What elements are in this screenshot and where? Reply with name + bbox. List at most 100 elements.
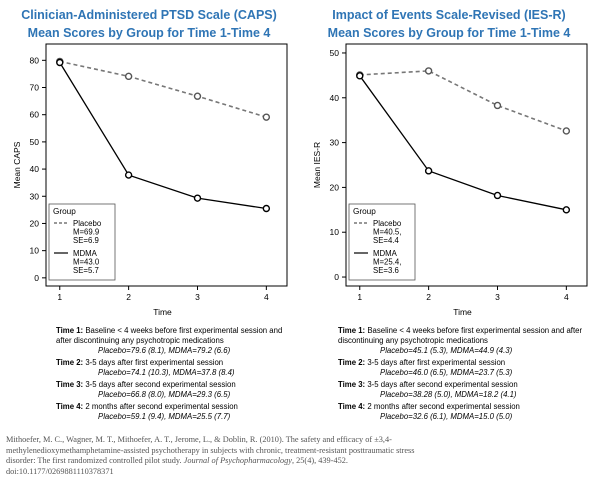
caps-x-axis-label: Time bbox=[153, 307, 172, 317]
caps-legend-box bbox=[48, 203, 116, 281]
iesr-legend-entry-mdma: SE=3.6 bbox=[373, 266, 399, 275]
iesr-notes: Time 1: Baseline < 4 weeks before first … bbox=[338, 326, 590, 424]
iesr-xtick-label: 3 bbox=[495, 292, 500, 302]
note-label: Time 4: bbox=[56, 402, 86, 411]
citation-rest: , 25(4), 439-452. doi:10.1177/0269881110… bbox=[6, 456, 348, 476]
note-description: 3-5 days after first experimental sessio… bbox=[85, 358, 224, 367]
caps-legend-entry-placebo: M=69.9 bbox=[73, 228, 99, 237]
caps-xtick-label: 3 bbox=[195, 292, 200, 302]
note-label: Time 1: bbox=[338, 326, 368, 335]
iesr-note-time2: Time 2: 3-5 days after first experimenta… bbox=[338, 358, 590, 378]
caps-mdma-point bbox=[262, 204, 271, 213]
iesr-chart: 0 10 20 30 40 50 1 2 3 4 Time Mean IES-R Group Placeb… bbox=[312, 43, 588, 317]
caps-notes: Time 1: Baseline < 4 weeks before first … bbox=[56, 326, 292, 424]
caps-ytick-label: 50 bbox=[30, 137, 40, 147]
caps-mdma-point bbox=[124, 171, 133, 179]
iesr-placebo-point bbox=[424, 67, 433, 75]
caps-ytick-label: 20 bbox=[30, 218, 40, 228]
iesr-title-line1: Impact of Events Scale-Revised (IES-R) bbox=[332, 8, 566, 22]
note-label: Time 2: bbox=[56, 358, 86, 367]
caps-xtick-label: 1 bbox=[57, 292, 62, 302]
caps-ytick-label: 0 bbox=[34, 273, 39, 283]
caps-chart: 0 10 20 30 40 50 60 70 80 1 2 3 4 Time Mean CAPS Group P… bbox=[12, 43, 288, 317]
iesr-mdma-point bbox=[493, 191, 502, 200]
iesr-ytick-label: 50 bbox=[330, 48, 340, 58]
caps-legend-title: Group bbox=[53, 207, 76, 216]
note-values: Placebo=45.1 (5.3), MDMA=44.9 (4.3) bbox=[380, 346, 513, 355]
caps-mdma-point bbox=[56, 58, 64, 67]
caps-legend-entry-placebo: SE=6.9 bbox=[73, 236, 99, 245]
iesr-panel: Impact of Events Scale-Revised (IES-R) M… bbox=[304, 0, 594, 421]
note-description: Baseline < 4 weeks before first experime… bbox=[338, 326, 583, 345]
note-values: Placebo=32.6 (6.1), MDMA=15.0 (5.0) bbox=[380, 412, 513, 421]
note-description: 3-5 days after first experimental sessio… bbox=[367, 358, 506, 367]
iesr-legend-box bbox=[348, 203, 416, 281]
note-values: Placebo=38.28 (5.0), MDMA=18.2 (4.1) bbox=[380, 390, 517, 399]
iesr-legend-entry-mdma: MDMA bbox=[373, 249, 398, 258]
note-description: 2 months after second experimental sessi… bbox=[85, 402, 238, 411]
caps-title-line2: Mean Scores by Group for Time 1-Time 4 bbox=[27, 26, 271, 40]
note-label: Time 4: bbox=[338, 402, 368, 411]
iesr-x-axis-label: Time bbox=[453, 307, 472, 317]
caps-legend-entry-mdma: SE=5.7 bbox=[73, 266, 99, 275]
caps-panel: Clinician-Administered PTSD Scale (CAPS)… bbox=[4, 0, 294, 421]
iesr-placebo-point bbox=[493, 101, 502, 110]
iesr-mdma-line bbox=[359, 75, 567, 211]
iesr-legend-entry-placebo: M=40.5, bbox=[373, 228, 401, 237]
iesr-title: Impact of Events Scale-Revised (IES-R) M… bbox=[304, 6, 594, 42]
caps-title: Clinician-Administered PTSD Scale (CAPS)… bbox=[4, 6, 294, 42]
caps-legend-entry-mdma: MDMA bbox=[73, 249, 98, 258]
caps-xtick-label: 4 bbox=[264, 292, 269, 302]
caps-note-time1: Time 1: Baseline < 4 weeks before first … bbox=[56, 326, 292, 356]
caps-ytick-label: 40 bbox=[30, 164, 40, 174]
note-values: Placebo=79.6 (8.1), MDMA=79.2 (6.6) bbox=[98, 346, 231, 355]
caps-ytick-label: 60 bbox=[30, 110, 40, 120]
caps-plot-frame bbox=[45, 43, 288, 287]
note-label: Time 3: bbox=[56, 380, 86, 389]
iesr-xtick-label: 2 bbox=[426, 292, 431, 302]
iesr-placebo-point bbox=[562, 127, 571, 135]
iesr-title-line2: Mean Scores by Group for Time 1-Time 4 bbox=[327, 26, 571, 40]
note-values: Placebo=66.8 (8.0), MDMA=29.3 (6.5) bbox=[98, 390, 231, 399]
caps-legend-entry-placebo: Placebo bbox=[73, 219, 102, 228]
iesr-legend-title: Group bbox=[353, 207, 376, 216]
caps-note-time3: Time 3: 3-5 days after second experiment… bbox=[56, 380, 292, 400]
iesr-legend-entry-placebo: SE=4.4 bbox=[373, 236, 399, 245]
iesr-mdma-point bbox=[424, 167, 433, 175]
note-label: Time 1: bbox=[56, 326, 86, 335]
caps-xtick-label: 2 bbox=[126, 292, 131, 302]
caps-placebo-line bbox=[59, 60, 267, 118]
iesr-note-time1: Time 1: Baseline < 4 weeks before first … bbox=[338, 326, 590, 356]
iesr-note-time4: Time 4: 2 months after second experiment… bbox=[338, 402, 590, 422]
caps-y-axis-label: Mean CAPS bbox=[12, 141, 22, 188]
iesr-placebo-line bbox=[359, 70, 567, 132]
iesr-note-time3: Time 3: 3-5 days after second experiment… bbox=[338, 380, 590, 400]
note-values: Placebo=46.0 (6.5), MDMA=23.7 (5.3) bbox=[380, 368, 513, 377]
iesr-y-axis-label: Mean IES-R bbox=[312, 142, 322, 188]
citation: Mithoefer, M. C., Wagner, M. T., Mithoef… bbox=[6, 435, 426, 477]
caps-note-time4: Time 4: 2 months after second experiment… bbox=[56, 402, 292, 422]
caps-legend-entry-mdma: M=43.0 bbox=[73, 258, 100, 267]
citation-journal: Journal of Psychopharmacology bbox=[183, 456, 292, 465]
caps-mdma-line bbox=[59, 62, 267, 210]
note-label: Time 2: bbox=[338, 358, 368, 367]
citation-text: Mithoefer, M. C., Wagner, M. T., Mithoef… bbox=[6, 435, 415, 465]
caps-ytick-label: 80 bbox=[30, 55, 40, 65]
iesr-ytick-label: 40 bbox=[330, 93, 340, 103]
caps-placebo-point bbox=[124, 72, 133, 81]
note-description: 3-5 days after second experimental sessi… bbox=[367, 380, 518, 389]
iesr-xtick-label: 1 bbox=[357, 292, 362, 302]
caps-ytick-label: 70 bbox=[30, 83, 40, 93]
iesr-legend-entry-mdma: M=25.4, bbox=[373, 258, 401, 267]
iesr-legend-entry-placebo: Placebo bbox=[373, 219, 402, 228]
note-label: Time 3: bbox=[338, 380, 368, 389]
iesr-ytick-label: 30 bbox=[330, 138, 340, 148]
note-description: Baseline < 4 weeks before first experime… bbox=[56, 326, 283, 345]
iesr-plot-frame bbox=[345, 43, 588, 287]
iesr-ytick-label: 0 bbox=[334, 272, 339, 282]
caps-ytick-label: 30 bbox=[30, 191, 40, 201]
note-values: Placebo=59.1 (9.4), MDMA=25.5 (7.7) bbox=[98, 412, 231, 421]
caps-title-line1: Clinician-Administered PTSD Scale (CAPS) bbox=[21, 8, 277, 22]
caps-placebo-point bbox=[193, 92, 202, 100]
caps-mdma-point bbox=[193, 194, 202, 202]
